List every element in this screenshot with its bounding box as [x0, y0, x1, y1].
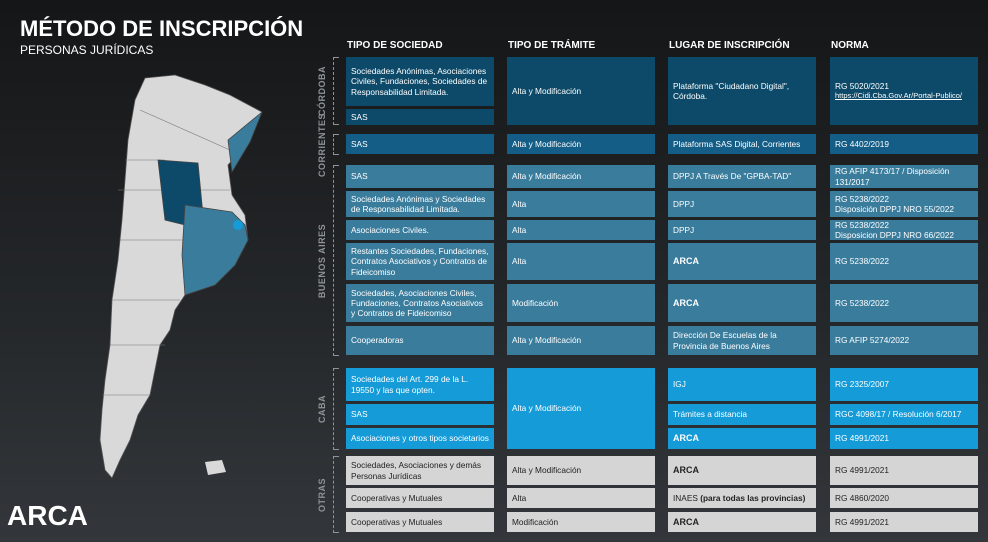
- caba: [233, 220, 243, 230]
- cell: Cooperadoras: [346, 326, 494, 355]
- cell: Alta y Modificación: [507, 134, 655, 154]
- cell: Modificación: [507, 512, 655, 532]
- cell: Dirección De Escuelas de la Provincia de…: [668, 326, 816, 355]
- cell: ARCA: [668, 428, 816, 449]
- group-label-text: CÓRDOBA: [317, 66, 327, 116]
- cell: INAES (para todas las provincias): [668, 488, 816, 508]
- cell: RG AFIP 5274/2022: [830, 326, 978, 355]
- cell: Alta: [507, 243, 655, 280]
- norma-line: Disposición DPPJ NRO 55/2022: [835, 204, 954, 214]
- cell: Plataforma "Ciudadano Digital", Córdoba.: [668, 57, 816, 125]
- cell: ARCA: [668, 284, 816, 322]
- cell: ARCA: [668, 243, 816, 280]
- cell: Alta: [507, 220, 655, 240]
- norma-line: RG 5020/2021: [835, 81, 889, 92]
- cell: Plataforma SAS Digital, Corrientes: [668, 134, 816, 154]
- bracket: [333, 456, 339, 533]
- cell: SAS: [346, 404, 494, 425]
- cell: Sociedades Anónimas y Sociedades de Resp…: [346, 191, 494, 217]
- cell: RG 5238/2022 Disposicion DPPJ NRO 66/2022: [830, 220, 978, 240]
- map: [99, 74, 263, 479]
- group-label-text: OTRAS: [317, 477, 327, 512]
- cell: RG 5238/2022: [830, 243, 978, 280]
- norma-line: Disposicion DPPJ NRO 66/2022: [835, 230, 954, 240]
- bracket: [333, 57, 339, 125]
- cell: Sociedades del Art. 299 de la L. 19550 y…: [346, 368, 494, 401]
- cell: Sociedades Anónimas, Asociaciones Civile…: [346, 57, 494, 106]
- cell: RG 4991/2021: [830, 428, 978, 449]
- column-header: NORMA: [831, 40, 869, 51]
- logo: ARCA: [7, 500, 88, 531]
- cell: Asociaciones Civiles.: [346, 220, 494, 240]
- cell: DPPJ: [668, 191, 816, 217]
- cell: SAS: [346, 109, 494, 125]
- cell: RG 4991/2021: [830, 512, 978, 532]
- cell: RG 4991/2021: [830, 456, 978, 485]
- cell: IGJ: [668, 368, 816, 401]
- cell: SAS: [346, 165, 494, 188]
- group-label-text: CABA: [317, 395, 327, 423]
- cell: Trámites a distancia: [668, 404, 816, 425]
- cell: SAS: [346, 134, 494, 154]
- bracket: [333, 165, 339, 356]
- cell-text: INAES: [673, 493, 701, 503]
- cell: Sociedades, Asociaciones y demás Persona…: [346, 456, 494, 485]
- bracket: [333, 368, 339, 450]
- norma-line: RG 5238/2022: [835, 193, 889, 204]
- cell: RG 4860/2020: [830, 488, 978, 508]
- bracket: [333, 134, 339, 155]
- corrientes: [227, 111, 263, 174]
- cell: RGC 4098/17 / Resolución 6/2017: [830, 404, 978, 425]
- cell: Alta y Modificación: [507, 165, 655, 188]
- cell: Sociedades, Asociaciones Civiles, Fundac…: [346, 284, 494, 322]
- cell: Alta: [507, 191, 655, 217]
- norma-line: RG 5238/2022: [835, 219, 889, 230]
- cell: Restantes Sociedades, Fundaciones, Contr…: [346, 243, 494, 280]
- column-header: LUGAR DE INSCRIPCIÓN: [669, 40, 790, 51]
- cell-text-bold: (para todas las provincias): [700, 493, 806, 503]
- cell: ARCA: [668, 512, 816, 532]
- cell: DPPJ A Través De "GPBA-TAD": [668, 165, 816, 188]
- cell: RG 5238/2022 Disposición DPPJ NRO 55/2022: [830, 191, 978, 217]
- link[interactable]: https://Cidi.Cba.Gov.Ar/Portal-Publico/: [835, 91, 962, 101]
- cell: ARCA: [668, 456, 816, 485]
- cell: Alta y Modificación: [507, 456, 655, 485]
- cell: Alta y Modificación: [507, 326, 655, 355]
- cell: Modificación: [507, 284, 655, 322]
- cell: RG 4402/2019: [830, 134, 978, 154]
- tierra-del-fuego: [205, 460, 226, 475]
- cell: Cooperativas y Mutuales: [346, 488, 494, 508]
- subtitle: PERSONAS JURÍDICAS: [20, 43, 154, 57]
- column-header: TIPO DE SOCIEDAD: [347, 40, 443, 51]
- cell: RG 2325/2007: [830, 368, 978, 401]
- cell: Asociaciones y otros tipos societarios: [346, 428, 494, 449]
- cell: DPPJ: [668, 220, 816, 240]
- cell: RG 5020/2021 https://Cidi.Cba.Gov.Ar/Port…: [830, 57, 978, 125]
- cell: RG 5238/2022: [830, 284, 978, 322]
- column-header: TIPO DE TRÁMITE: [508, 40, 596, 51]
- cell: Alta: [507, 488, 655, 508]
- cell: Cooperativas y Mutuales: [346, 512, 494, 532]
- group-label-text: BUENOS AIRES: [317, 223, 327, 298]
- cell: Alta y Modificación: [507, 368, 655, 449]
- title: MÉTODO DE INSCRIPCIÓN: [20, 16, 304, 41]
- cell: Alta y Modificación: [507, 57, 655, 125]
- buenos-aires: [181, 204, 249, 296]
- cell: RG AFIP 4173/17 / Disposición 131/2017: [830, 165, 978, 188]
- group-label-text: CORRIENTES: [317, 112, 328, 178]
